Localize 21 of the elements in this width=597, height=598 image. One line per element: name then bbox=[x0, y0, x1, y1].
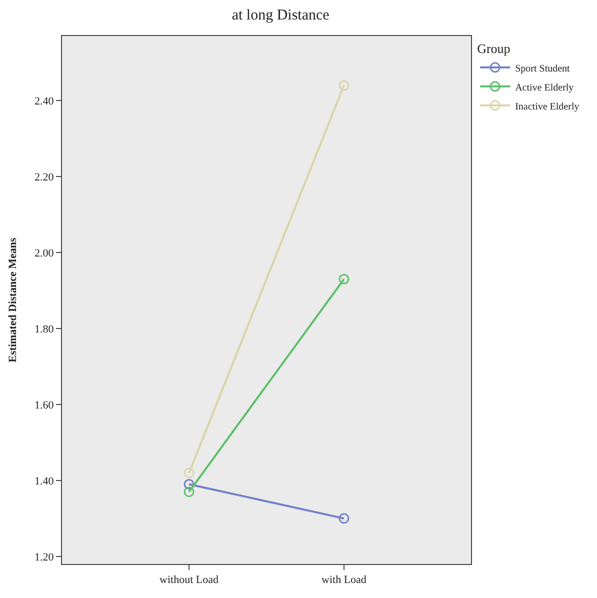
point bbox=[184, 486, 194, 498]
legend-title: Group bbox=[477, 40, 510, 56]
point bbox=[338, 513, 350, 524]
point bbox=[338, 80, 350, 91]
legend-label: Sport Student bbox=[515, 63, 570, 74]
y-tick-label: 2.40 bbox=[34, 95, 54, 108]
legend-label: Active Elderly bbox=[515, 82, 574, 94]
point bbox=[184, 478, 194, 490]
x-tick-label: with Load bbox=[322, 574, 367, 586]
y-axis-title: Estimated Distance Means bbox=[7, 236, 20, 362]
y-tick-label: 1.20 bbox=[34, 551, 54, 564]
point bbox=[338, 274, 350, 284]
x-tick-label: without Load bbox=[160, 574, 220, 586]
chart-title: at long Distance bbox=[232, 7, 330, 24]
y-tick-label: 2.20 bbox=[34, 171, 54, 184]
y-tick-label: 1.60 bbox=[34, 399, 54, 412]
y-tick-label: 1.80 bbox=[34, 323, 54, 336]
y-tick-label: 2.00 bbox=[34, 247, 54, 260]
legend-label: Inactive Elderly bbox=[515, 101, 580, 112]
point bbox=[184, 468, 194, 478]
y-tick-label: 1.40 bbox=[34, 475, 54, 488]
